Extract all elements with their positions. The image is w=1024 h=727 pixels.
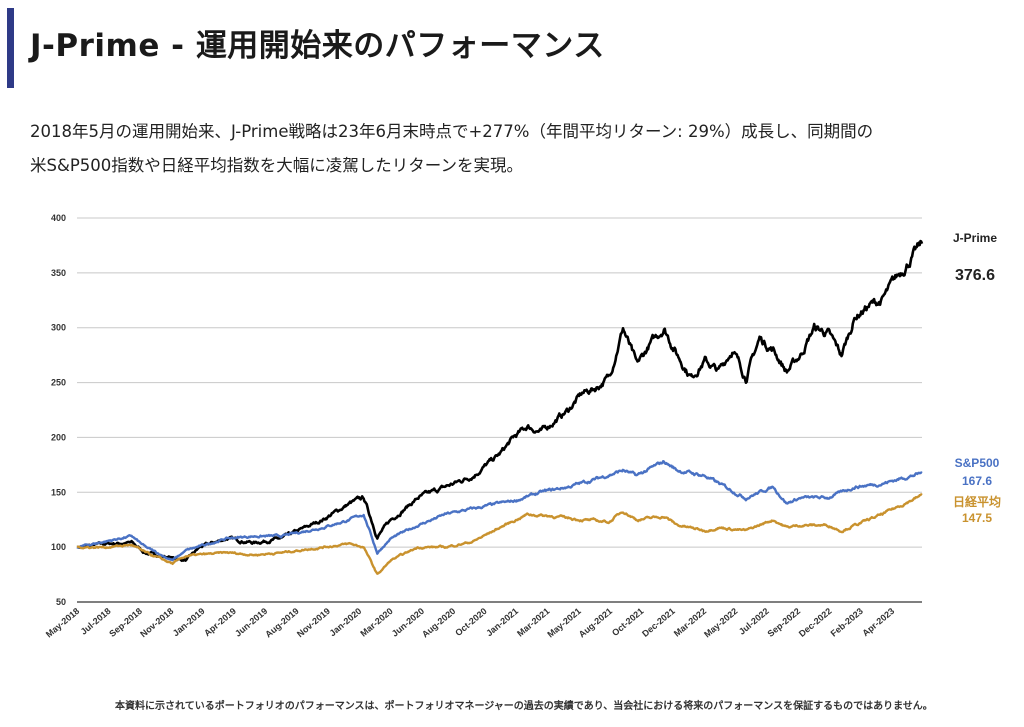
- series-label: 日経平均: [953, 494, 1001, 509]
- y-tick-label: 300: [51, 323, 66, 333]
- y-tick-label: 350: [51, 268, 66, 278]
- x-tick-label: Nov-2018: [138, 606, 175, 639]
- page-title: J-Prime - 運用開始来のパフォーマンス: [30, 28, 605, 64]
- subtitle-line-2: 米S&P500指数や日経平均指数を大幅に凌駕したリターンを実現。: [30, 156, 523, 175]
- x-tick-label: May-2022: [702, 606, 739, 640]
- y-tick-label: 100: [51, 542, 66, 552]
- series-line-nikkei: [76, 493, 923, 575]
- x-tick-label: Dec-2022: [797, 606, 834, 639]
- x-tick-label: Mar-2020: [358, 606, 394, 639]
- series-line-jprime: [76, 239, 924, 562]
- x-tick-label: Dec-2021: [640, 606, 677, 639]
- x-tick-label: Apr-2019: [202, 606, 238, 638]
- x-tick-label: Jan-2020: [327, 606, 363, 638]
- series-end-value: 147.5: [962, 511, 992, 525]
- x-tick-label: Jan-2019: [171, 606, 207, 638]
- x-tick-label: Aug-2021: [577, 606, 614, 640]
- x-tick-label: Aug-2019: [263, 606, 300, 640]
- y-tick-label: 200: [51, 432, 66, 442]
- x-tick-label: Sep-2018: [107, 606, 144, 639]
- x-tick-label: Oct-2021: [610, 606, 646, 638]
- y-tick-label: 150: [51, 487, 66, 497]
- series-label: S&P500: [955, 456, 1000, 470]
- title-accent-bar: [7, 8, 14, 88]
- series-end-value: 167.6: [962, 474, 992, 488]
- x-tick-label: Sep-2022: [766, 606, 803, 639]
- disclaimer: 本資料に示されているポートフォリオのパフォーマンスは、ポートフォリオマネージャー…: [115, 701, 933, 712]
- x-tick-label: May-2021: [545, 606, 582, 640]
- x-tick-label: Aug-2020: [420, 606, 457, 640]
- x-tick-label: Oct-2020: [453, 606, 489, 638]
- x-tick-label: Apr-2023: [860, 606, 896, 638]
- subtitle-line-1: 2018年5月の運用開始来、J-Prime戦略は23年6月末時点で+277%（年…: [30, 122, 874, 141]
- series-label: J-Prime: [953, 231, 997, 245]
- x-tick-label: Feb-2023: [829, 606, 865, 639]
- series-end-value: 376.6: [955, 267, 995, 284]
- y-tick-label: 50: [56, 597, 66, 607]
- x-tick-label: Nov-2019: [295, 606, 332, 639]
- x-tick-label: Jan-2021: [484, 606, 520, 638]
- series-line-sp500: [76, 460, 923, 562]
- x-tick-label: May-2018: [44, 606, 81, 640]
- y-tick-label: 400: [51, 213, 66, 223]
- y-tick-label: 250: [51, 378, 66, 388]
